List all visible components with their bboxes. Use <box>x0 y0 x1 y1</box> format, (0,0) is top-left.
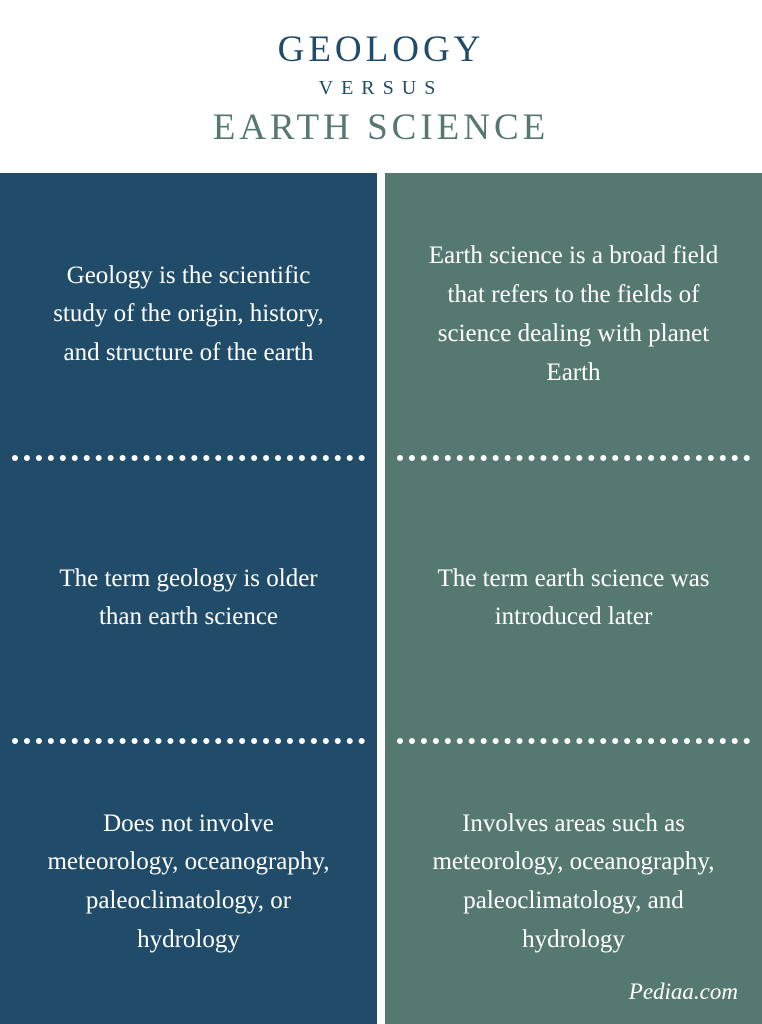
earthscience-row-3-text: Involves areas such as meteorology, ocea… <box>425 805 722 960</box>
source-attribution: Pediaa.com <box>629 974 738 1010</box>
geology-row-1: Geology is the scientific study of the o… <box>0 173 377 457</box>
comparison-infographic: GEOLOGY VERSUS EARTH SCIENCE Geology is … <box>0 0 762 1024</box>
earthscience-row-2-text: The term earth science was introduced la… <box>425 560 722 638</box>
title-earth-science: EARTH SCIENCE <box>213 106 550 149</box>
geology-row-2: The term geology is older than earth sci… <box>0 457 377 741</box>
earthscience-row-1: Earth science is a broad field that refe… <box>385 173 762 457</box>
earthscience-row-3: Involves areas such as meteorology, ocea… <box>385 740 762 1024</box>
geology-row-1-text: Geology is the scientific study of the o… <box>40 257 337 373</box>
earthscience-row-1-text: Earth science is a broad field that refe… <box>425 237 722 392</box>
title-geology: GEOLOGY <box>278 28 485 71</box>
geology-row-3-text: Does not involve meteorology, oceanograp… <box>40 805 337 960</box>
earthscience-row-2: The term earth science was introduced la… <box>385 457 762 741</box>
comparison-grid: Geology is the scientific study of the o… <box>0 173 762 1024</box>
header: GEOLOGY VERSUS EARTH SCIENCE <box>0 0 762 173</box>
title-versus: VERSUS <box>319 77 444 100</box>
geology-row-2-text: The term geology is older than earth sci… <box>40 560 337 638</box>
geology-row-3: Does not involve meteorology, oceanograp… <box>0 740 377 1024</box>
